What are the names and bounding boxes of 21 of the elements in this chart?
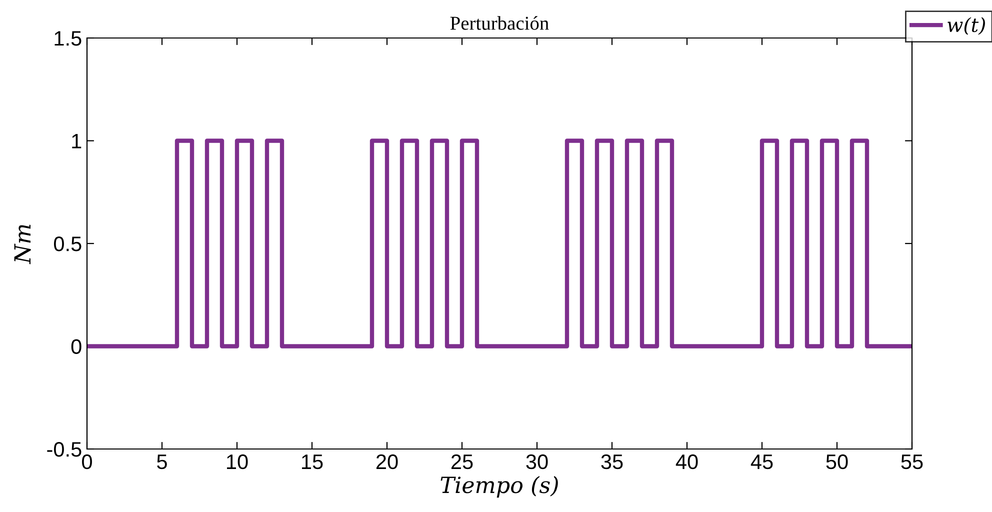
y-tick-label: -0.5 <box>47 442 82 457</box>
x-tick-label: 5 <box>157 454 167 470</box>
y-axis-title: Nm <box>14 224 31 264</box>
x-tick-label: 30 <box>526 454 548 470</box>
x-axis-title: Tiempo (s) <box>440 476 558 498</box>
x-tick-label: 45 <box>750 454 773 470</box>
chart-title: Perturbación <box>450 16 549 30</box>
x-tick-label: 35 <box>601 454 623 470</box>
x-tick-label: 0 <box>82 454 92 470</box>
y-tick-label: 0.5 <box>54 236 82 252</box>
y-tick-label: 1 <box>72 134 82 148</box>
y-tick-label: 1.5 <box>54 31 82 46</box>
x-tick-label: 15 <box>302 454 323 470</box>
x-tick-label: 10 <box>227 454 248 470</box>
x-tick-label: 40 <box>676 454 698 470</box>
x-tick-label: 20 <box>376 454 398 470</box>
x-tick-label: 55 <box>901 454 923 470</box>
x-tick-label: 50 <box>826 454 848 470</box>
legend-label: w(t) <box>948 17 985 35</box>
y-tick-label: 0 <box>71 339 82 354</box>
x-tick-label: 25 <box>451 454 473 470</box>
